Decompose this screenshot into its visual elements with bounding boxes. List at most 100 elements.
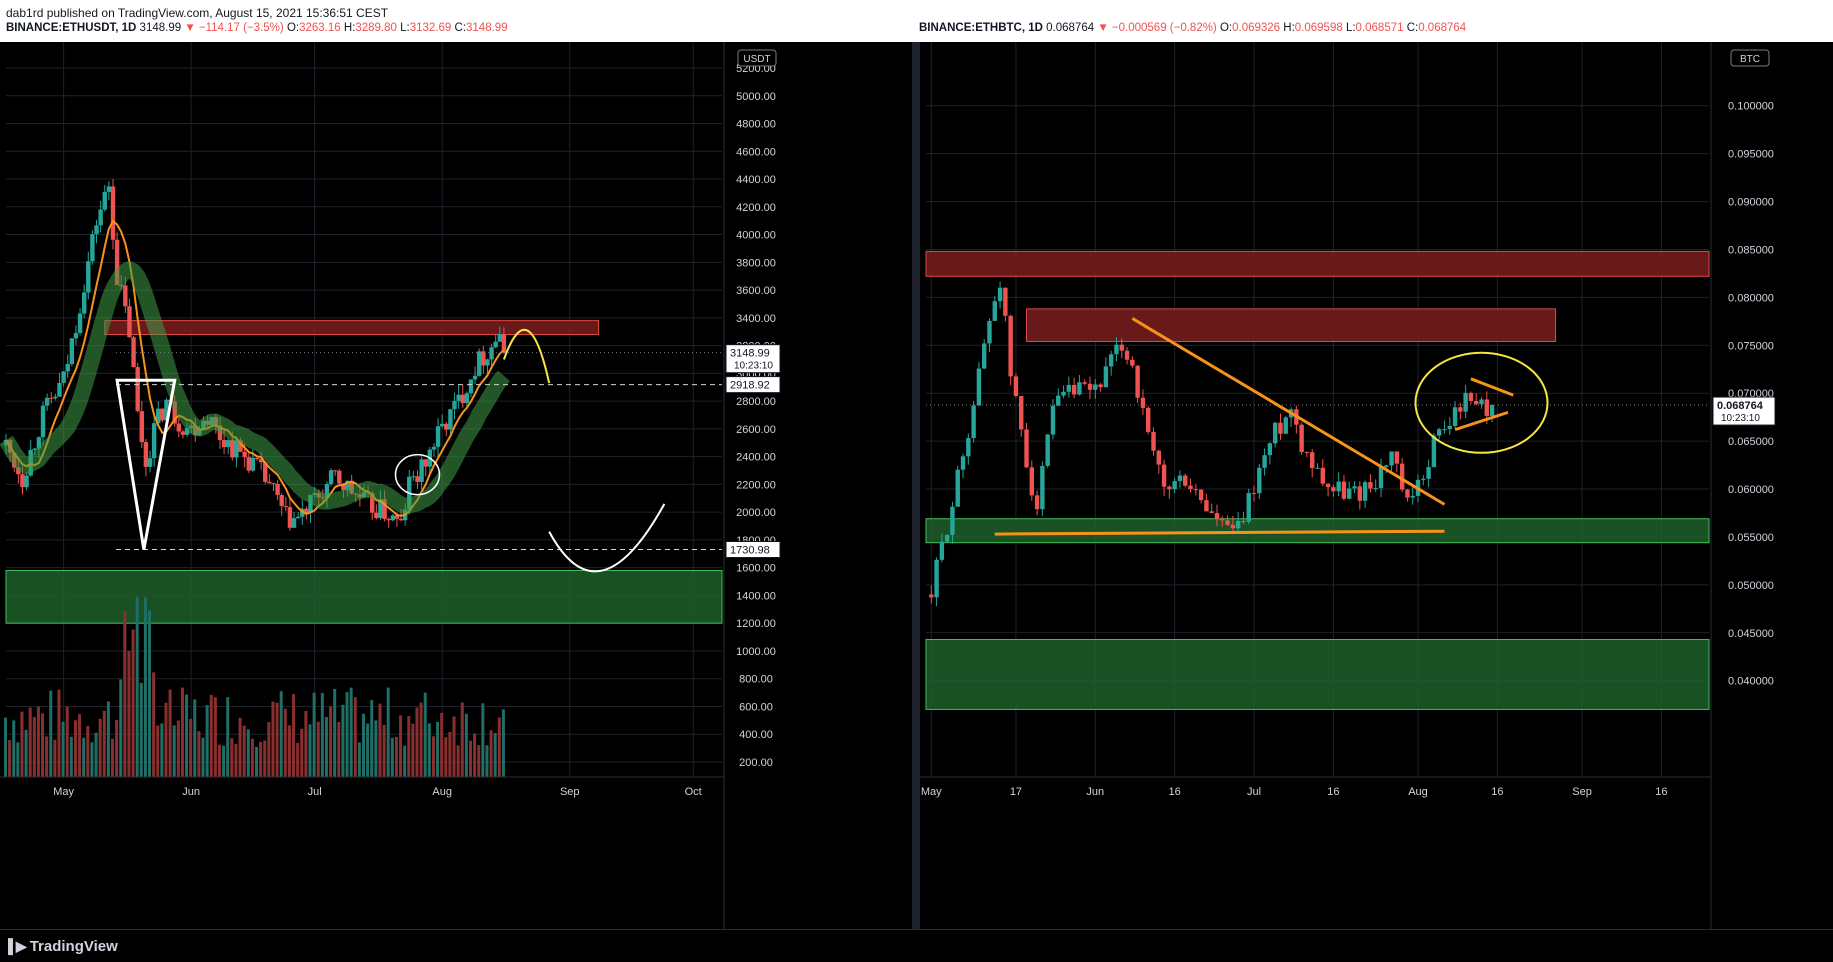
left-close-label: C: — [454, 22, 467, 34]
candle-body — [456, 394, 461, 401]
candle-body — [1299, 424, 1304, 453]
candle-body — [287, 507, 293, 528]
candle-body — [300, 508, 305, 517]
volume-bar — [390, 737, 394, 777]
volume-bar — [16, 742, 20, 777]
volume-bar — [481, 703, 485, 777]
volume-bar — [485, 745, 489, 777]
candle-body — [226, 440, 231, 448]
candle-body — [944, 535, 950, 542]
volume-bar — [217, 744, 221, 777]
candle-body — [1410, 495, 1415, 498]
price-label-box — [725, 540, 781, 558]
candle-body — [1436, 429, 1442, 436]
right-high: 0.069598 — [1294, 22, 1343, 34]
x-tick-label: Aug — [432, 786, 452, 798]
volume-bar — [53, 739, 57, 777]
candle-body — [415, 476, 420, 482]
volume-bar — [168, 689, 172, 777]
candle-body — [291, 518, 297, 528]
candle-body — [934, 559, 939, 598]
y-tick-label: 0.060000 — [1728, 484, 1774, 496]
candle-body — [1378, 467, 1384, 489]
left-legend: BINANCE:ETHUSDT, 1D 3148.99 ▼ −114.17 (−… — [6, 22, 508, 34]
x-tick-label: May — [921, 786, 942, 798]
y-tick-label: 4400.00 — [736, 174, 776, 186]
candle-body — [1214, 513, 1220, 520]
ethbtc-chart-panel[interactable]: 0.100000 0.095000 0.090000 0.085000 0.080000… — [920, 42, 1833, 929]
left-symbol: BINANCE:ETHUSDT, 1D — [6, 22, 137, 34]
left-last-price: 3148.99 — [139, 22, 182, 34]
y-tick-label: 0.045000 — [1728, 628, 1774, 640]
candle-body — [57, 383, 62, 397]
volume-bar — [370, 700, 374, 777]
ethusdt-chart-panel[interactable]: 5200.00 5000.00 4800.00 4600.00 4400.00 4200.… — [0, 42, 912, 929]
volume-bar — [135, 596, 139, 777]
right-low-label: L: — [1345, 22, 1356, 34]
volume-bar — [127, 650, 131, 777]
right-open: 0.069326 — [1232, 22, 1281, 34]
volume-bar — [431, 736, 435, 777]
candle-body — [435, 426, 441, 447]
candle-body — [370, 493, 375, 513]
tradingview-logo[interactable]: ▌▶ TradingView — [8, 938, 118, 955]
left-open: 3263.16 — [299, 22, 341, 34]
volume-bar — [41, 713, 45, 777]
volume-bar — [12, 720, 16, 777]
candle-body — [448, 409, 453, 430]
x-tick-label: Sep — [560, 786, 580, 798]
candle-body — [1384, 465, 1389, 468]
volume-bar — [36, 706, 40, 777]
volume-bar — [69, 736, 73, 777]
moving-average-line — [5, 219, 505, 517]
volume-bar — [45, 736, 49, 777]
candle-body — [497, 333, 502, 342]
candle-body — [143, 441, 149, 467]
candle-body — [217, 425, 223, 441]
x-tick-label: 16 — [1169, 786, 1181, 798]
volume-bar — [8, 740, 12, 777]
candle-body — [439, 423, 445, 427]
volume-bar — [246, 729, 250, 777]
volume-bar — [279, 691, 283, 777]
ethusdt-chart[interactable]: 5200.005000.004800.004600.004400.004200.… — [0, 42, 912, 929]
candle-body — [1368, 482, 1373, 489]
footer-brand: TradingView — [29, 938, 118, 955]
candle-body — [1347, 488, 1352, 499]
left-high: 3289.80 — [355, 22, 397, 34]
y-tick-label: 5000.00 — [736, 91, 776, 103]
candle-body — [147, 458, 153, 467]
candle-body — [156, 408, 161, 424]
currency-badge-label: BTC — [1740, 54, 1760, 65]
publish-note: dab1rd published on TradingView.com, Aug… — [6, 6, 389, 20]
candle-body — [1050, 405, 1056, 435]
volume-bar — [180, 687, 184, 777]
candle-body — [1082, 382, 1087, 384]
volume-bar — [131, 629, 135, 777]
candle-body — [1474, 401, 1479, 405]
volume-bar — [423, 692, 427, 777]
candle-body — [221, 440, 227, 448]
volume-bar — [267, 722, 271, 777]
candle-body — [258, 459, 264, 463]
x-tick-label: Jul — [308, 786, 322, 798]
panel-divider[interactable] — [912, 42, 920, 929]
y-tick-label: 3600.00 — [736, 285, 776, 297]
left-open-label: O: — [286, 22, 300, 34]
volume-bar — [456, 745, 460, 777]
ethbtc-chart[interactable]: 0.100000 0.095000 0.090000 0.085000 0.080000… — [920, 42, 1833, 929]
candle-body — [1124, 350, 1130, 360]
candle-body — [94, 225, 99, 235]
volume-bar — [436, 721, 440, 777]
candle-body — [1077, 382, 1082, 395]
volume-bar — [362, 713, 365, 777]
volume-bar — [201, 737, 205, 777]
candle-body — [1119, 344, 1124, 351]
candle-body — [1225, 520, 1230, 525]
candle-body — [160, 408, 165, 421]
candle-body — [423, 459, 428, 467]
volume-bar — [106, 701, 110, 777]
y-tick-label: 800.00 — [739, 674, 773, 686]
candle-body — [1431, 435, 1437, 468]
candle-body — [295, 516, 301, 519]
